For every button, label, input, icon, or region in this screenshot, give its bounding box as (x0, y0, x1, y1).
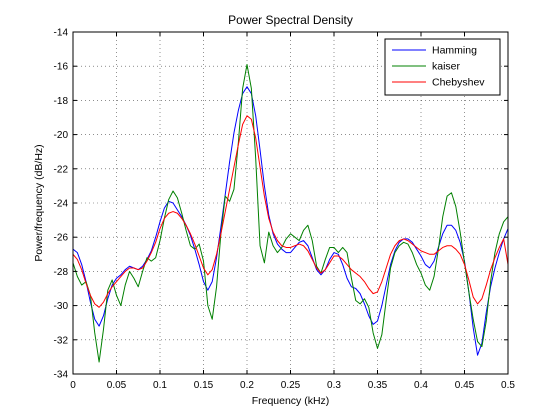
y-tick-label: -16 (54, 62, 69, 73)
x-tick-label: 0.3 (327, 380, 341, 391)
y-tick-label: -26 (54, 233, 69, 244)
legend-label-chebyshev: Chebyshev (432, 77, 485, 89)
legend-label-kaiser: kaiser (432, 61, 461, 73)
y-tick-label: -28 (54, 267, 69, 278)
x-tick-label: 0.4 (414, 380, 428, 391)
chart-title: Power Spectral Density (228, 13, 353, 27)
legend-box (384, 38, 501, 96)
x-tick-label: 0.35 (368, 380, 388, 391)
y-tick-label: -18 (54, 96, 69, 107)
y-tick-label: -30 (54, 301, 69, 312)
x-tick-label: 0.15 (194, 380, 214, 391)
series-line-kaiser (73, 63, 508, 363)
y-tick-label: -32 (54, 335, 69, 346)
y-tick-label: -24 (54, 199, 69, 210)
x-tick-label: 0.1 (153, 380, 167, 391)
legend: Hamming kaiser Chebyshev (384, 38, 501, 96)
x-tick-label: 0.05 (107, 380, 127, 391)
x-axis-label: Frequency (kHz) (252, 395, 330, 407)
series-line-chebyshev (73, 115, 508, 308)
series-layer (73, 63, 508, 363)
y-tick-label: -14 (54, 28, 69, 39)
y-axis-label: Power/frequency (dB/Hz) (33, 144, 45, 261)
x-tick-label: 0 (70, 380, 76, 391)
y-tick-label: -22 (54, 164, 69, 175)
legend-label-hamming: Hamming (432, 45, 477, 57)
grid (73, 32, 508, 374)
x-tick-label: 0.25 (281, 380, 301, 391)
ticks: 0 0.05 0.1 0.15 0.2 0.25 0.3 0.35 0.4 0.45 0.5 -34 -… (54, 28, 516, 392)
y-tick-label: -20 (54, 130, 69, 141)
x-tick-label: 0.5 (501, 380, 515, 391)
y-tick-label: -34 (54, 370, 69, 381)
x-tick-label: 0.2 (240, 380, 254, 391)
x-tick-label: 0.45 (455, 380, 475, 391)
